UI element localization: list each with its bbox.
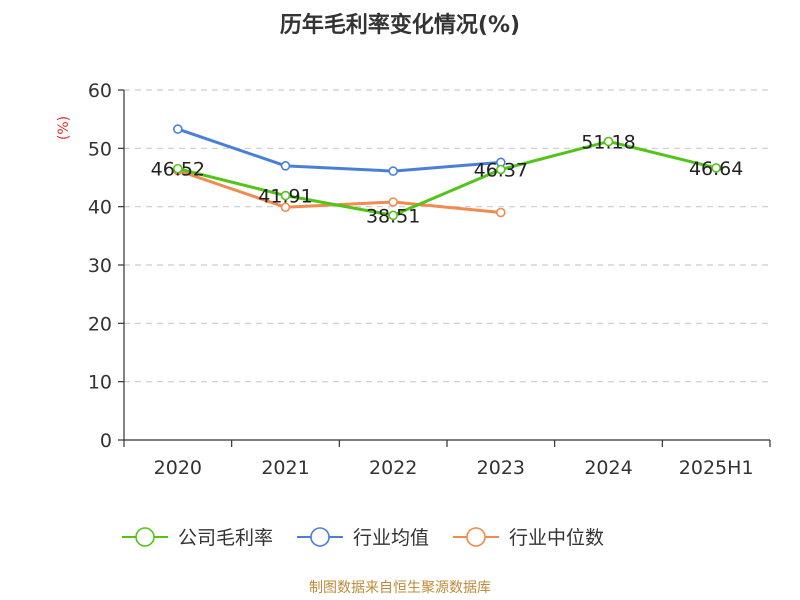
data-point — [496, 207, 506, 218]
series-2 — [173, 124, 506, 176]
series-1 — [173, 136, 721, 221]
source-note: 制图数据来自恒生聚源数据库 — [309, 580, 491, 596]
y-tick-label: 40 — [88, 197, 112, 219]
y-tick-label: 30 — [88, 255, 112, 277]
y-axis-unit: (%) — [56, 116, 72, 140]
grid-lines — [124, 89, 770, 383]
data-label: 38.51 — [366, 205, 420, 227]
legend-label: 行业均值 — [353, 527, 429, 549]
legend-item-1[interactable]: 公司毛利率 — [122, 527, 273, 549]
data-point — [496, 164, 506, 175]
data-point — [280, 161, 291, 171]
x-tick-label: 2022 — [369, 457, 417, 479]
chart-title: 历年毛利率变化情况(%) — [280, 12, 520, 38]
data-point — [280, 190, 291, 201]
x-tick-label: 2023 — [477, 457, 525, 479]
y-tick-labels: 0 10 20 30 40 50 60 — [88, 80, 112, 452]
legend-item-3[interactable]: 行业中位数 — [453, 527, 604, 549]
data-label: 46.52 — [151, 159, 205, 181]
legend[interactable]: 公司毛利率 行业均值 行业中位数 — [122, 527, 604, 549]
data-label: 46.37 — [474, 160, 528, 182]
data-label: 41.91 — [258, 186, 312, 208]
series-lines — [173, 124, 721, 221]
y-tick-label: 60 — [88, 80, 112, 102]
data-label: 51.18 — [581, 131, 635, 153]
data-point — [173, 163, 183, 174]
legend-item-2[interactable]: 行业均值 — [297, 527, 429, 549]
y-tick-label: 20 — [88, 313, 112, 335]
data-point — [388, 210, 398, 221]
legend-label: 公司毛利率 — [178, 527, 273, 549]
legend-label: 行业中位数 — [509, 527, 604, 549]
x-tick-label: 2021 — [261, 457, 309, 479]
x-tick-label: 2020 — [154, 457, 202, 479]
series-3 — [173, 165, 506, 218]
y-tick-label: 0 — [100, 430, 112, 452]
legend-circle-icon — [310, 527, 330, 547]
x-tick-labels: 2020 2021 2022 2023 2024 2025H1 — [154, 457, 754, 479]
legend-circle-icon — [135, 527, 155, 547]
y-tick-label: 50 — [88, 138, 112, 160]
data-point — [173, 124, 183, 134]
series-line — [177, 127, 501, 173]
data-point — [603, 136, 614, 147]
data-point — [711, 163, 721, 173]
x-tick-label: 2025H1 — [679, 457, 754, 479]
data-point — [280, 202, 291, 213]
legend-circle-icon — [466, 527, 486, 547]
data-point — [388, 197, 398, 207]
axes — [118, 89, 771, 447]
data-point — [388, 166, 398, 176]
data-labels: 46.52 41.91 38.51 46.37 51.18 46.64 — [151, 131, 744, 227]
y-tick-label: 10 — [88, 372, 112, 394]
x-tick-label: 2024 — [584, 457, 632, 479]
data-label: 46.64 — [689, 158, 743, 180]
series-line — [177, 139, 717, 217]
